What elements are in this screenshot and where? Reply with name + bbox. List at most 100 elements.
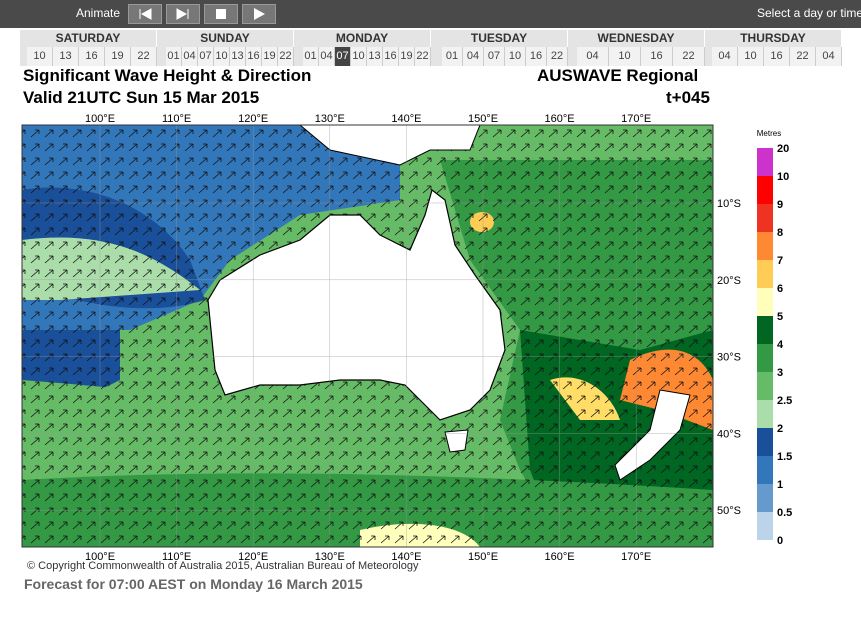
hour-cell[interactable]: 10	[738, 47, 764, 66]
hour-cell[interactable]: 07	[335, 47, 351, 66]
hour-cell[interactable]: 07	[198, 47, 214, 66]
hour-cell[interactable]: 19	[399, 47, 415, 66]
hour-cell[interactable]: 16	[383, 47, 399, 66]
lon-label: 170°E	[621, 551, 651, 563]
legend-swatch	[757, 260, 773, 288]
lat-label: 50°S	[717, 505, 741, 517]
legend-swatch	[757, 232, 773, 260]
lon-label: 140°E	[391, 551, 421, 563]
legend-label: 1.5	[777, 451, 792, 463]
hour-cell[interactable]: 16	[641, 47, 673, 66]
hour-cell[interactable]: 04	[816, 47, 842, 66]
hour-cell[interactable]: 10	[351, 47, 367, 66]
hour-cell[interactable]: 10	[214, 47, 230, 66]
legend-swatch	[757, 316, 773, 344]
day-name: SUNDAY	[157, 30, 294, 47]
hour-cell[interactable]: 10	[27, 47, 53, 66]
hour-cell[interactable]: 19	[262, 47, 278, 66]
legend-swatch	[757, 512, 773, 540]
lon-label: 110°E	[162, 551, 191, 563]
hour-cell[interactable]: 22	[547, 47, 568, 66]
lon-label: 120°E	[238, 113, 268, 125]
day-selector: SATURDAY 10 13 16 19 22 SUNDAY 01 04 07 10 13 16 19 22…	[20, 30, 861, 66]
hour-row: 01 04 07 10 13 16 19 22	[157, 47, 294, 66]
hour-cell[interactable]: 22	[415, 47, 431, 66]
hour-cell[interactable]: 22	[673, 47, 705, 66]
hour-cell[interactable]: 01	[303, 47, 319, 66]
hour-cell[interactable]: 10	[609, 47, 641, 66]
legend-label: 9	[777, 199, 783, 211]
hour-cell[interactable]: 01	[442, 47, 463, 66]
hour-cell[interactable]: 19	[105, 47, 131, 66]
hour-cell[interactable]: 16	[526, 47, 547, 66]
hour-row: 04 10 16 22 04	[705, 47, 842, 66]
lon-label: 170°E	[621, 113, 651, 125]
hour-cell[interactable]: 04	[712, 47, 738, 66]
hour-cell[interactable]: 04	[577, 47, 609, 66]
graticule	[22, 125, 713, 547]
lat-label: 10°S	[717, 198, 741, 210]
model: AUSWAVE Regional	[537, 66, 699, 85]
hour-cell[interactable]: 22	[790, 47, 816, 66]
lon-label: 130°E	[315, 113, 345, 125]
lon-label: 130°E	[315, 551, 345, 563]
hour-cell[interactable]: 13	[367, 47, 383, 66]
map-area: 100°E 100°E 110°E 110°E 120°E 120°E 130°E 130°E…	[21, 113, 792, 563]
hour-cell[interactable]: 07	[484, 47, 505, 66]
day-name: TUESDAY	[431, 30, 568, 47]
legend-label: 7	[777, 255, 783, 267]
legend-swatch	[757, 288, 773, 316]
legend-label: 8	[777, 227, 783, 239]
lon-label: 160°E	[545, 551, 575, 563]
lon-label: 120°E	[238, 551, 268, 563]
legend-swatch	[757, 428, 773, 456]
hour-cell[interactable]: 16	[764, 47, 790, 66]
legend-swatch	[757, 372, 773, 400]
hour-cell[interactable]: 04	[319, 47, 335, 66]
legend-label: 0.5	[777, 507, 792, 519]
hour-cell[interactable]: 13	[230, 47, 246, 66]
hour-row: 01 04 07 10 13 16 19 22	[294, 47, 431, 66]
lon-label: 100°E	[85, 113, 115, 125]
hour-cell[interactable]: 16	[79, 47, 105, 66]
legend-label: 6	[777, 283, 783, 295]
legend-label: 4	[777, 339, 784, 351]
play-button[interactable]	[242, 4, 276, 24]
hour-cell[interactable]: 01	[166, 47, 182, 66]
legend-swatch	[757, 484, 773, 512]
day: SUNDAY 01 04 07 10 13 16 19 22	[157, 30, 294, 66]
lon-label: 110°E	[162, 113, 191, 125]
new-zealand	[614, 389, 691, 481]
australia	[207, 188, 506, 421]
legend-swatch	[757, 344, 773, 372]
stop-button[interactable]	[204, 4, 238, 24]
legend-swatch	[757, 400, 773, 428]
lon-label: 150°E	[468, 113, 498, 125]
legend-swatch	[757, 148, 773, 176]
day: THURSDAY 04 10 16 22 04	[705, 30, 842, 66]
prev-button[interactable]	[128, 4, 162, 24]
hour-cell[interactable]: 13	[53, 47, 79, 66]
legend-label: 2	[777, 423, 783, 435]
lat-label: 20°S	[717, 275, 741, 287]
toolbar: Animate Select a day or time t	[0, 0, 861, 28]
day-name: SATURDAY	[20, 30, 157, 47]
valid: Valid 21UTC Sun 15 Mar 2015	[23, 88, 260, 107]
next-button[interactable]	[166, 4, 200, 24]
lead-time: t+045	[666, 88, 710, 107]
day: SATURDAY 10 13 16 19 22	[20, 30, 157, 66]
lon-label: 100°E	[85, 551, 115, 563]
hour-cell[interactable]: 04	[182, 47, 198, 66]
legend-title: Metres	[757, 129, 781, 138]
hour-cell[interactable]: 16	[246, 47, 262, 66]
hour-cell[interactable]: 22	[278, 47, 294, 66]
legend-swatch	[757, 204, 773, 232]
animate-label: Animate	[76, 6, 121, 20]
legend-swatch	[757, 456, 773, 484]
hour-cell[interactable]: 10	[505, 47, 526, 66]
hour-row: 01 04 07 10 16 22	[431, 47, 568, 66]
hour-cell[interactable]: 22	[131, 47, 157, 66]
legend-swatch	[757, 176, 773, 204]
hour-cell[interactable]: 04	[463, 47, 484, 66]
